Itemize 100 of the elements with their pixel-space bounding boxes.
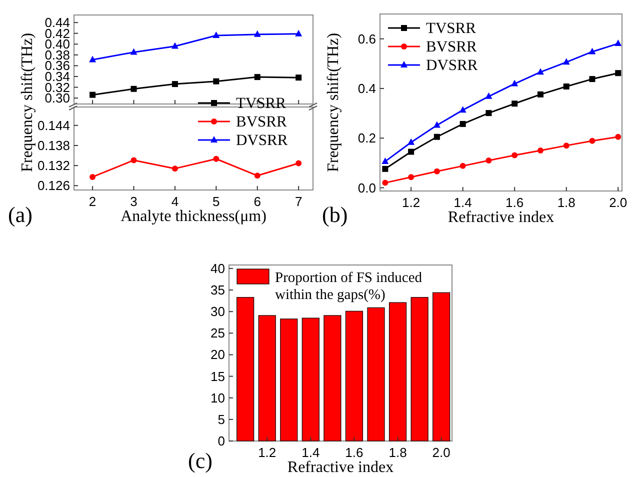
point: [295, 30, 302, 36]
point: [254, 30, 261, 37]
y-tick-label: 25: [210, 326, 225, 341]
point: [512, 152, 518, 158]
point: [459, 106, 466, 113]
x-tick-label: 1.8: [557, 195, 576, 210]
y-tick-label: 15: [210, 368, 225, 384]
point: [563, 142, 570, 149]
point: [486, 110, 492, 116]
point: [460, 162, 466, 169]
bar: [367, 307, 385, 442]
point: [433, 121, 440, 128]
bar: [236, 297, 254, 442]
legend-label: DVSRR: [236, 132, 288, 149]
x-tick-label: 1.8: [388, 445, 407, 460]
point: [254, 74, 260, 80]
point: [615, 134, 622, 140]
y-tick-label: 0.2: [358, 130, 376, 146]
point: [90, 174, 96, 180]
point: [89, 56, 96, 62]
y-tick-label: 40: [210, 260, 225, 276]
legend-label: DVSRR: [426, 57, 478, 74]
y-tick-label: 0.4: [358, 80, 376, 96]
point: [589, 138, 596, 144]
x-tick-label: 2.0: [609, 195, 628, 210]
point: [562, 58, 570, 65]
y-tick-label: 0: [218, 434, 225, 448]
x-tick-label: 1.6: [345, 445, 364, 460]
point: [130, 86, 137, 92]
point: [486, 157, 492, 164]
point: [434, 168, 440, 174]
point: [130, 48, 138, 55]
point: [171, 42, 178, 49]
point: [537, 91, 544, 98]
bar: [258, 315, 276, 442]
point: [588, 48, 596, 54]
y-tick-label: 30: [210, 304, 225, 320]
point: [460, 120, 466, 127]
y-tick-label: 0.144: [37, 118, 70, 133]
text: (a): [8, 202, 32, 227]
x-tick-label: 1.4: [454, 195, 472, 210]
y-tick-label: 0.126: [37, 178, 70, 194]
x-tick-label: 2.0: [432, 445, 450, 460]
x-tick-label: 7: [294, 194, 302, 209]
point: [172, 81, 178, 88]
point: [130, 157, 137, 164]
bar: [432, 292, 450, 442]
point: [382, 180, 388, 186]
x-axis-title: Refractive index: [448, 209, 554, 226]
bar: [410, 297, 428, 442]
x-tick-label: 2: [88, 194, 96, 209]
x-tick-label: 1.6: [506, 195, 524, 210]
point: [614, 40, 622, 46]
legend-label: TVSRR: [426, 20, 477, 37]
point: [408, 138, 415, 145]
point: [589, 76, 596, 82]
point: [563, 83, 570, 90]
y-tick-label: 0.30: [44, 90, 70, 106]
bar: [345, 310, 364, 442]
x-tick-label: 1.2: [258, 445, 276, 460]
text: (c): [188, 448, 212, 473]
x-axis-title: Refractive index: [287, 459, 394, 476]
point: [296, 74, 302, 81]
bar: [324, 315, 342, 442]
legend-label: BVSRR: [236, 114, 288, 130]
point: [537, 148, 544, 154]
y-tick-label: 0.138: [37, 138, 70, 153]
point: [536, 68, 544, 75]
point: [213, 78, 220, 84]
legend-label: Proportion of FS induced within the gaps(%): [275, 270, 423, 303]
legend-label: TVSRR: [236, 95, 287, 112]
point: [90, 92, 96, 98]
x-tick-label: 4: [171, 194, 179, 209]
x-tick-label: 3: [130, 194, 138, 209]
y-tick-label: 10: [210, 390, 225, 406]
point: [212, 31, 220, 38]
point: [213, 156, 220, 162]
point: [485, 92, 492, 99]
bar: [388, 302, 407, 442]
y-tick-label: 0.132: [37, 158, 70, 174]
y-tick-label: 35: [210, 282, 225, 298]
y-axis-title: Frequency shift(THz): [19, 32, 36, 172]
bar: [302, 318, 320, 442]
point: [408, 174, 414, 180]
point: [382, 157, 389, 164]
point: [512, 100, 518, 107]
x-tick-label: 1.4: [302, 445, 320, 460]
point: [434, 134, 440, 140]
legend-label: BVSRR: [426, 38, 478, 56]
point: [615, 70, 622, 76]
y-tick-label: 5: [218, 412, 225, 427]
y-tick-label: 0.0: [358, 180, 376, 196]
point: [511, 80, 518, 86]
x-tick-label: 6: [254, 194, 261, 209]
x-axis-title: Analyte thickness(μm): [120, 208, 266, 225]
y-tick-label: 0.6: [358, 31, 376, 46]
y-axis-title: Frequency shift(THz): [325, 32, 342, 172]
y-tick-label: 20: [210, 347, 225, 362]
point: [254, 172, 260, 179]
point: [172, 166, 178, 172]
